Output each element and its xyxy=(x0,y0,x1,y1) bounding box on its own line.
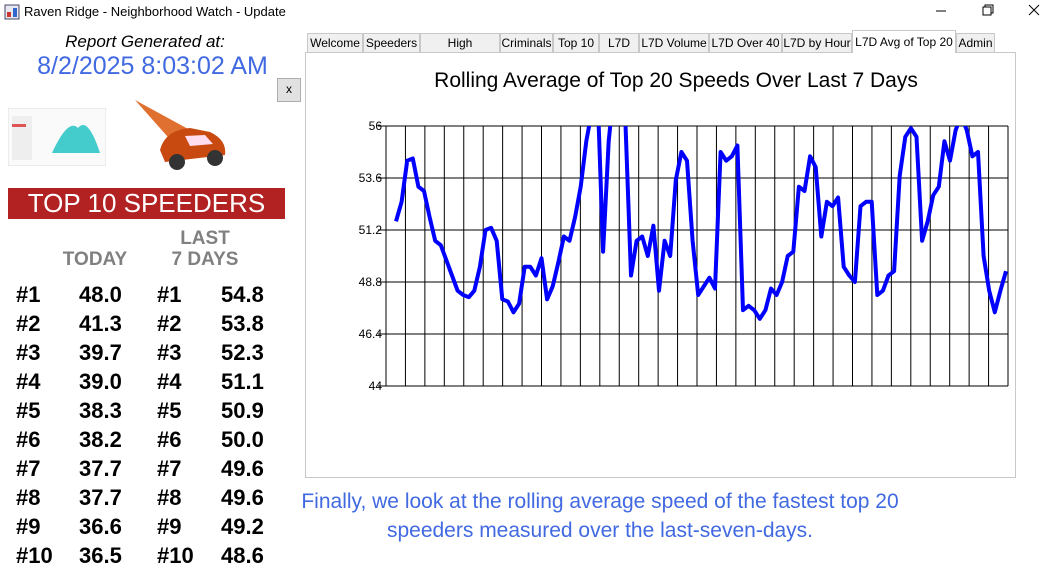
speed: 50.9 xyxy=(221,398,264,423)
tab[interactable]: L7D Volume xyxy=(639,33,709,52)
tab[interactable]: L7D xyxy=(599,33,639,52)
rank: #2 xyxy=(16,311,41,336)
speed: 50.0 xyxy=(221,427,264,452)
speed: 38.2 xyxy=(79,427,122,452)
tab[interactable]: Criminals xyxy=(500,33,553,52)
speed: 49.6 xyxy=(221,485,264,510)
speed: 36.6 xyxy=(79,514,122,539)
rank: #3 xyxy=(157,340,182,365)
y-tick-label: 48.8 xyxy=(359,275,383,289)
y-tick-label: 46.4 xyxy=(359,327,383,341)
close-button[interactable]: x xyxy=(277,78,301,102)
rank: #4 xyxy=(16,369,41,394)
rank: #10 xyxy=(16,543,53,568)
chart-title: Rolling Average of Top 20 Speeds Over La… xyxy=(434,69,918,92)
rank: #8 xyxy=(16,485,41,510)
rank: #5 xyxy=(16,398,41,423)
speed: 39.7 xyxy=(79,340,122,365)
rank: #7 xyxy=(157,456,182,481)
tab-panel: Rolling Average of Top 20 Speeds Over La… xyxy=(305,52,1016,478)
speed: 54.8 xyxy=(221,282,264,307)
data-line xyxy=(394,126,1008,321)
tab[interactable]: L7D Avg of Top 20 xyxy=(852,30,956,53)
caption-line: Finally, we look at the rolling average … xyxy=(301,490,899,513)
chart: Rolling Average of Top 20 Speeds Over La… xyxy=(359,69,1009,393)
top10-banner: TOP 10 SPEEDERS xyxy=(8,188,285,219)
rank: #1 xyxy=(16,282,41,307)
caption-line: speeders measured over the last-seven-da… xyxy=(386,519,814,542)
rank: #8 xyxy=(157,485,182,510)
app-icon xyxy=(4,4,20,20)
speed: 53.8 xyxy=(221,311,264,336)
tab[interactable]: Admin xyxy=(956,33,995,52)
tab[interactable]: Speeders xyxy=(363,33,420,52)
y-tick-label: 53.6 xyxy=(359,171,383,185)
thumbnail-chart xyxy=(8,108,106,166)
rank: #6 xyxy=(157,427,182,452)
speed: 36.5 xyxy=(79,543,122,568)
rank: #5 xyxy=(157,398,182,423)
rank: #6 xyxy=(16,427,41,452)
tab[interactable]: Welcome xyxy=(307,33,363,52)
speed: 51.1 xyxy=(221,369,264,394)
last7-header: 7 DAYS xyxy=(171,249,239,270)
rank: #9 xyxy=(157,514,182,539)
today-header: TODAY xyxy=(62,249,128,270)
tab[interactable]: Top 10 xyxy=(553,33,599,52)
rank: #3 xyxy=(16,340,41,365)
speed: 38.3 xyxy=(79,398,122,423)
rank: #7 xyxy=(16,456,41,481)
report-label: Report Generated at: xyxy=(65,32,225,51)
rank: #9 xyxy=(16,514,41,539)
rank: #2 xyxy=(157,311,182,336)
report-timestamp: 8/2/2025 8:03:02 AM xyxy=(37,52,268,80)
speed: 48.6 xyxy=(221,543,264,568)
tab[interactable]: High Speeders xyxy=(420,33,500,68)
window-title: Raven Ridge - Neighborhood Watch - Updat… xyxy=(24,4,286,19)
tab[interactable]: L7D Over 40 xyxy=(709,33,782,52)
speed: 49.6 xyxy=(221,456,264,481)
y-tick-label: 44 xyxy=(369,379,383,393)
speed: 37.7 xyxy=(79,485,122,510)
speed: 49.2 xyxy=(221,514,264,539)
car-logo xyxy=(135,100,226,170)
window-controls[interactable] xyxy=(920,0,1057,24)
rank: #4 xyxy=(157,369,182,394)
speed: 48.0 xyxy=(79,282,122,307)
rank: #10 xyxy=(157,543,194,568)
speed: 52.3 xyxy=(221,340,264,365)
speed: 41.3 xyxy=(79,311,122,336)
y-tick-label: 51.2 xyxy=(359,223,383,237)
tab[interactable]: L7D by Hour xyxy=(782,33,852,52)
y-tick-label: 56 xyxy=(369,119,383,133)
rank: #1 xyxy=(157,282,182,307)
last7-header: LAST xyxy=(180,228,230,249)
speed: 39.0 xyxy=(79,369,122,394)
speed: 37.7 xyxy=(79,456,122,481)
